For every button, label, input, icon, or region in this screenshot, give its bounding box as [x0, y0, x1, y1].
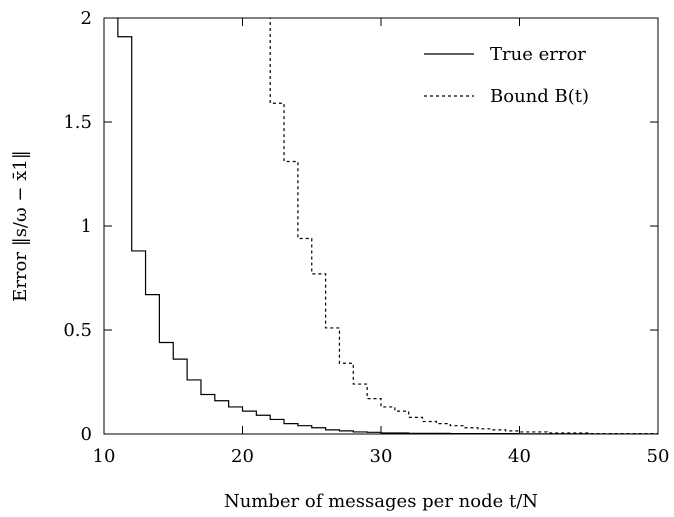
x-tick-label: 50: [647, 446, 670, 467]
x-tick-label: 10: [93, 446, 116, 467]
x-axis-label: Number of messages per node t/N: [224, 491, 538, 512]
x-tick-label: 30: [370, 446, 393, 467]
legend-label-bound: Bound B(t): [490, 86, 589, 107]
plot-area: [116, 18, 658, 434]
series-line-true-error: [116, 18, 658, 434]
series-line-bound: [269, 18, 658, 434]
y-tick-label: 1.5: [63, 112, 92, 133]
y-tick-label: 2: [81, 8, 92, 29]
legend-label-true-error: True error: [490, 44, 586, 65]
x-tick-label: 20: [231, 446, 254, 467]
y-tick-label: 0: [81, 424, 92, 445]
y-tick-label: 0.5: [63, 320, 92, 341]
x-tick-label: 40: [508, 446, 531, 467]
y-tick-label: 1: [81, 216, 92, 237]
axis-tick-labels: 10 20 30 40 50 0 0.5 1 1.5 2: [63, 8, 669, 467]
y-axis-label: Error ‖s/ω − x̄1‖: [10, 150, 31, 302]
legend: True error Bound B(t): [424, 44, 589, 107]
axis-ticks: [103, 17, 659, 435]
